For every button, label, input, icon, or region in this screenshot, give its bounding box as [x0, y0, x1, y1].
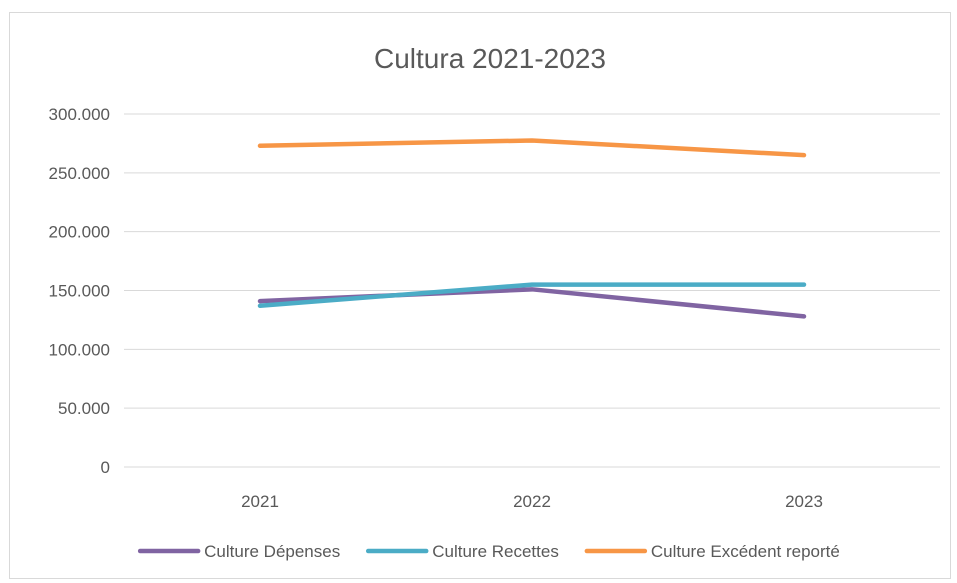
- series-line: [257, 287, 807, 319]
- y-tick-label: 150.000: [49, 282, 110, 301]
- x-tick-label: 2022: [513, 492, 551, 511]
- x-tick-label: 2021: [241, 492, 279, 511]
- x-tick-label: 2023: [785, 492, 823, 511]
- chart-title: Cultura 2021-2023: [374, 43, 606, 74]
- y-tick-label: 50.000: [58, 399, 110, 418]
- gridlines: [124, 113, 940, 468]
- legend-label: Culture Recettes: [432, 542, 559, 561]
- y-tick-label: 300.000: [49, 105, 110, 124]
- series-lines: [257, 138, 807, 319]
- y-tick-label: 0: [101, 458, 110, 477]
- legend: Culture Dépenses Culture Recettes Culture …: [137, 542, 840, 561]
- y-axis-ticks: 0 50.000 100.000 150.000 200.000 250.000 300.0…: [49, 105, 110, 477]
- x-axis-ticks: 2021 2022 2023: [241, 492, 823, 511]
- legend-label: Culture Dépenses: [204, 542, 340, 561]
- series-line: [257, 282, 807, 309]
- y-tick-label: 200.000: [49, 223, 110, 242]
- legend-item: Culture Dépenses: [137, 542, 340, 561]
- chart-frame: [9, 12, 951, 579]
- legend-item: Culture Excédent reporté: [584, 542, 840, 561]
- y-tick-label: 100.000: [49, 340, 110, 359]
- series-line: [257, 138, 807, 158]
- legend-label: Culture Excédent reporté: [651, 542, 840, 561]
- y-tick-label: 250.000: [49, 164, 110, 183]
- legend-item: Culture Recettes: [365, 542, 559, 561]
